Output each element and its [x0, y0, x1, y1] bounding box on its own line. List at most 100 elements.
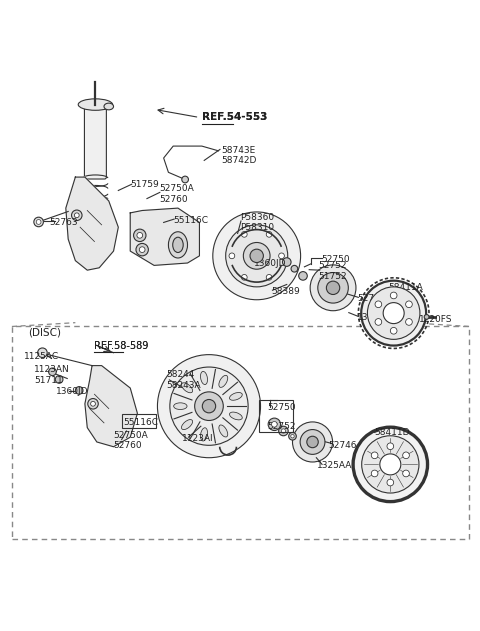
Circle shape — [133, 229, 146, 242]
Text: 52746: 52746 — [328, 441, 357, 450]
Ellipse shape — [78, 99, 113, 110]
Text: 1325AA: 1325AA — [357, 314, 392, 322]
Text: REF.54-553: REF.54-553 — [202, 112, 267, 122]
Circle shape — [34, 217, 43, 227]
Polygon shape — [66, 177, 118, 270]
Circle shape — [403, 452, 409, 459]
Ellipse shape — [219, 375, 228, 387]
Circle shape — [229, 253, 235, 259]
Ellipse shape — [104, 103, 114, 110]
Circle shape — [170, 367, 248, 445]
Circle shape — [371, 470, 378, 477]
Ellipse shape — [181, 383, 192, 392]
Circle shape — [241, 232, 247, 237]
Circle shape — [268, 418, 281, 430]
Text: P58360
P58310: P58360 P58310 — [240, 213, 274, 232]
Text: 52750: 52750 — [321, 255, 350, 264]
Text: 52750A
52760: 52750A 52760 — [159, 184, 193, 204]
Circle shape — [390, 327, 397, 334]
Text: 58389: 58389 — [271, 287, 300, 296]
Text: 58411D: 58411D — [374, 428, 410, 437]
Circle shape — [380, 454, 401, 475]
Circle shape — [292, 422, 333, 462]
Polygon shape — [130, 208, 199, 266]
Circle shape — [307, 436, 318, 447]
Circle shape — [272, 422, 277, 427]
Circle shape — [406, 319, 412, 326]
Text: REF.58-589: REF.58-589 — [95, 341, 149, 351]
Circle shape — [279, 253, 284, 259]
Circle shape — [74, 213, 79, 218]
Text: 51759: 51759 — [130, 180, 159, 189]
Circle shape — [195, 392, 223, 420]
Ellipse shape — [173, 237, 183, 252]
Circle shape — [288, 432, 296, 440]
Circle shape — [48, 368, 56, 375]
Ellipse shape — [219, 425, 228, 437]
Circle shape — [202, 399, 216, 413]
Text: 58411A: 58411A — [388, 283, 423, 292]
Circle shape — [55, 375, 63, 383]
Circle shape — [36, 220, 41, 225]
Text: 52750A
52760: 52750A 52760 — [114, 431, 148, 451]
Text: 52746: 52746 — [357, 294, 385, 304]
Circle shape — [139, 247, 145, 252]
Circle shape — [291, 266, 298, 272]
Circle shape — [72, 210, 82, 220]
Text: 52752: 52752 — [268, 422, 296, 431]
Text: REF.58-589: REF.58-589 — [95, 341, 149, 351]
Text: 55116C: 55116C — [123, 418, 158, 427]
Circle shape — [371, 452, 378, 459]
Circle shape — [353, 427, 428, 502]
Text: (DISC): (DISC) — [28, 327, 60, 337]
Text: 1125AC: 1125AC — [24, 351, 60, 360]
Circle shape — [387, 443, 394, 450]
Circle shape — [91, 401, 96, 406]
Circle shape — [300, 430, 325, 454]
Circle shape — [279, 426, 288, 436]
Text: 1123AI: 1123AI — [182, 433, 214, 442]
Text: 1360JD: 1360JD — [254, 259, 287, 268]
Circle shape — [390, 292, 397, 299]
Ellipse shape — [174, 403, 187, 410]
Circle shape — [406, 301, 412, 308]
Ellipse shape — [201, 372, 207, 384]
Circle shape — [75, 387, 83, 394]
Text: 58743E
58742D: 58743E 58742D — [221, 146, 256, 165]
Polygon shape — [85, 365, 137, 447]
Circle shape — [88, 399, 98, 409]
Ellipse shape — [229, 412, 242, 420]
Text: 55116C: 55116C — [173, 216, 208, 225]
Circle shape — [318, 273, 348, 303]
Text: 58244
58243A: 58244 58243A — [166, 370, 201, 389]
Circle shape — [310, 265, 356, 310]
Circle shape — [241, 274, 247, 280]
Circle shape — [226, 225, 288, 287]
Circle shape — [266, 274, 272, 280]
Circle shape — [326, 281, 340, 295]
Text: REF.54-553: REF.54-553 — [202, 112, 267, 122]
Circle shape — [182, 176, 189, 183]
Circle shape — [361, 281, 426, 346]
Circle shape — [250, 249, 264, 262]
Circle shape — [299, 271, 307, 280]
Circle shape — [375, 301, 382, 308]
Ellipse shape — [181, 420, 192, 430]
Circle shape — [291, 435, 294, 438]
Circle shape — [367, 287, 420, 339]
Ellipse shape — [201, 428, 207, 441]
Circle shape — [136, 244, 148, 256]
FancyBboxPatch shape — [84, 106, 107, 179]
Circle shape — [243, 242, 270, 269]
Text: 52750: 52750 — [268, 403, 296, 411]
Ellipse shape — [229, 392, 242, 400]
Circle shape — [213, 212, 300, 300]
Circle shape — [387, 479, 394, 486]
Circle shape — [362, 436, 419, 493]
Circle shape — [137, 232, 143, 238]
Circle shape — [375, 319, 382, 326]
Text: 52752
51752: 52752 51752 — [319, 261, 348, 281]
Text: 1360JD: 1360JD — [56, 387, 89, 396]
Text: 52763: 52763 — [49, 218, 78, 227]
Circle shape — [403, 470, 409, 477]
